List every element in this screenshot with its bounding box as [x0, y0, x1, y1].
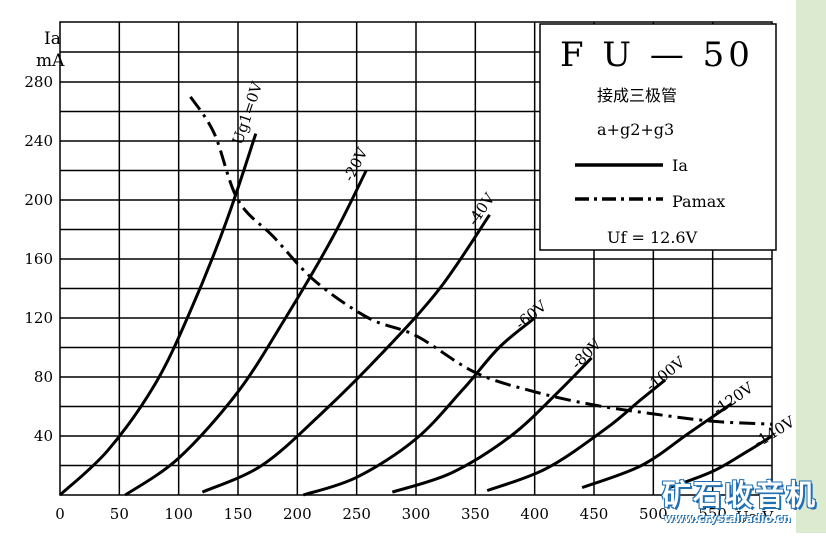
legend-panel: F U — 50 接成三极管 a+g2+g3 Ia Pamax Uf = 12.… — [539, 23, 777, 251]
x-tick-label: 400 — [520, 505, 549, 523]
x-tick-label: 200 — [283, 505, 312, 523]
series-line — [58, 133, 258, 497]
series-label: -100V — [642, 352, 689, 395]
series-line — [201, 213, 491, 494]
y-tick-label: 40 — [34, 427, 53, 445]
y-axis-label-unit: mA — [36, 51, 65, 71]
y-tick-label: 200 — [24, 191, 53, 209]
legend-ia-label: Ia — [672, 156, 688, 175]
filament-voltage-label: Uf = 12.6V — [607, 228, 698, 247]
series-line — [124, 169, 368, 497]
series-line — [581, 402, 733, 490]
x-axis-label: Ua V — [736, 508, 774, 526]
series-label: -60V — [512, 296, 551, 333]
y-tick-label: 240 — [24, 132, 53, 150]
series-line — [664, 434, 773, 491]
x-tick-label: 350 — [461, 505, 490, 523]
side-strip — [796, 0, 826, 533]
series-label: -140V — [751, 412, 799, 451]
y-axis-label-current: Ia — [44, 29, 61, 49]
x-tick-label: 450 — [580, 505, 609, 523]
x-tick-label: 100 — [164, 505, 193, 523]
series-label: -20V — [340, 144, 372, 184]
watermark-url: www.crystalradio.cn — [664, 512, 791, 525]
x-tick-label: 500 — [639, 505, 668, 523]
series-line — [302, 316, 536, 497]
pamax-curve — [189, 95, 773, 426]
y-tick-label: 80 — [34, 368, 53, 386]
y-tick-label: 280 — [24, 73, 53, 91]
chart-title: F U — 50 — [560, 35, 754, 75]
series-label: -80V — [568, 334, 606, 372]
x-tick-label: 300 — [402, 505, 431, 523]
x-tick-label: 550 — [698, 505, 727, 523]
x-tick-label: 50 — [110, 505, 129, 523]
y-tick-label: 160 — [24, 250, 53, 268]
grid-layer — [59, 21, 773, 496]
watermark: 矿石收音机 www.crystalradio.cn — [656, 468, 826, 533]
series-line — [486, 378, 667, 493]
chart-subtitle: 接成三极管 — [597, 86, 677, 105]
legend-pamax-label: Pamax — [672, 192, 725, 211]
legend-background — [539, 23, 777, 251]
series-label: -120V — [710, 378, 758, 419]
series-line — [391, 356, 593, 494]
curve-layer — [58, 95, 773, 497]
x-tick-label: 0 — [55, 505, 65, 523]
x-tick-label: 250 — [342, 505, 371, 523]
connection-label: a+g2+g3 — [597, 120, 674, 139]
series-label: Ug1=0V — [229, 79, 267, 147]
watermark-logo: 矿石收音机 — [662, 478, 818, 512]
series-label: -40V — [464, 189, 499, 229]
y-tick-label: 120 — [24, 309, 53, 327]
x-tick-label: 150 — [224, 505, 253, 523]
